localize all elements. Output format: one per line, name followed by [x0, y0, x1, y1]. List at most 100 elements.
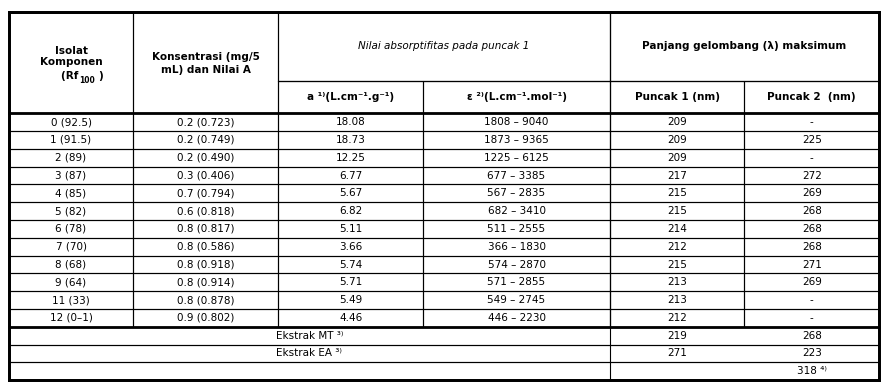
Text: 1225 – 6125: 1225 – 6125 — [484, 153, 549, 163]
Bar — [610, 238, 744, 256]
Bar — [9, 220, 133, 238]
Bar — [133, 238, 278, 256]
Text: -: - — [810, 313, 813, 323]
Bar — [744, 113, 879, 131]
Bar — [133, 291, 278, 309]
Text: mL) dan Nilai A: mL) dan Nilai A — [161, 65, 250, 75]
Text: 1808 – 9040: 1808 – 9040 — [484, 117, 549, 127]
Bar — [610, 291, 744, 309]
Text: 7 (70): 7 (70) — [56, 242, 86, 252]
Bar — [424, 291, 610, 309]
Text: 272: 272 — [802, 170, 821, 180]
Bar — [133, 131, 278, 149]
Bar — [9, 327, 879, 344]
Text: Puncak 2  (nm): Puncak 2 (nm) — [767, 92, 856, 102]
Text: 0.8 (0.878): 0.8 (0.878) — [177, 295, 234, 305]
Text: 5.71: 5.71 — [339, 277, 362, 287]
Text: Konsentrasi (mg/5: Konsentrasi (mg/5 — [152, 51, 259, 62]
Bar — [278, 273, 424, 291]
Text: a ¹⁾(L.cm⁻¹.g⁻¹): a ¹⁾(L.cm⁻¹.g⁻¹) — [307, 92, 394, 102]
Text: 0.2 (0.749): 0.2 (0.749) — [177, 135, 234, 145]
Bar — [424, 131, 610, 149]
Text: 4 (85): 4 (85) — [55, 188, 87, 199]
Bar — [744, 149, 879, 167]
Bar — [278, 149, 424, 167]
Text: 209: 209 — [667, 135, 687, 145]
Text: Isolat: Isolat — [54, 46, 88, 56]
Bar — [424, 256, 610, 273]
Bar — [744, 309, 879, 327]
Bar — [610, 220, 744, 238]
Text: 12.25: 12.25 — [336, 153, 366, 163]
Text: 574 – 2870: 574 – 2870 — [488, 260, 545, 270]
Text: 0.8 (0.817): 0.8 (0.817) — [177, 224, 234, 234]
Text: 214: 214 — [667, 224, 687, 234]
Text: 0.9 (0.802): 0.9 (0.802) — [177, 313, 234, 323]
Bar — [424, 273, 610, 291]
Text: 213: 213 — [667, 295, 687, 305]
Bar — [9, 291, 133, 309]
Text: 100: 100 — [79, 76, 95, 84]
Bar — [610, 113, 744, 131]
Bar — [133, 309, 278, 327]
Bar — [610, 149, 744, 167]
Text: 0.3 (0.406): 0.3 (0.406) — [177, 170, 234, 180]
Text: 8 (68): 8 (68) — [55, 260, 87, 270]
Bar — [424, 220, 610, 238]
Bar — [9, 309, 133, 327]
Bar — [9, 149, 133, 167]
Text: 567 – 2835: 567 – 2835 — [488, 188, 545, 199]
Bar — [610, 256, 744, 273]
Bar — [610, 202, 744, 220]
Text: 549 – 2745: 549 – 2745 — [488, 295, 545, 305]
Bar — [133, 220, 278, 238]
Text: 11 (33): 11 (33) — [52, 295, 90, 305]
Text: 215: 215 — [667, 260, 687, 270]
Text: 5.74: 5.74 — [339, 260, 362, 270]
Bar — [424, 309, 610, 327]
Text: 511 – 2555: 511 – 2555 — [488, 224, 545, 234]
Text: 677 – 3385: 677 – 3385 — [488, 170, 545, 180]
Text: 0.8 (0.914): 0.8 (0.914) — [177, 277, 234, 287]
Text: 3 (87): 3 (87) — [55, 170, 87, 180]
Text: Komponen: Komponen — [40, 57, 102, 68]
Bar — [278, 184, 424, 202]
Text: Nilai absorptifitas pada puncak 1: Nilai absorptifitas pada puncak 1 — [359, 41, 529, 51]
Text: 6.82: 6.82 — [339, 206, 362, 216]
Bar — [278, 220, 424, 238]
Text: 5.49: 5.49 — [339, 295, 362, 305]
Bar — [9, 184, 133, 202]
Bar — [278, 113, 424, 131]
Bar — [610, 131, 744, 149]
Bar — [133, 167, 278, 184]
Bar — [9, 167, 133, 184]
Text: 0.2 (0.490): 0.2 (0.490) — [177, 153, 234, 163]
Bar — [133, 256, 278, 273]
Text: 212: 212 — [667, 313, 687, 323]
Text: 446 – 2230: 446 – 2230 — [488, 313, 545, 323]
Text: -: - — [810, 153, 813, 163]
Bar — [278, 238, 424, 256]
Bar — [133, 113, 278, 131]
Text: 268: 268 — [802, 242, 821, 252]
Bar — [9, 344, 879, 362]
Text: 6 (78): 6 (78) — [55, 224, 87, 234]
Text: 215: 215 — [667, 188, 687, 199]
Bar — [744, 202, 879, 220]
Text: 213: 213 — [667, 277, 687, 287]
Bar — [133, 149, 278, 167]
Bar — [744, 291, 879, 309]
Text: ε ²⁾(L.cm⁻¹.mol⁻¹): ε ²⁾(L.cm⁻¹.mol⁻¹) — [466, 92, 567, 102]
Text: Ekstrak EA ³⁾: Ekstrak EA ³⁾ — [276, 348, 342, 359]
Bar — [133, 184, 278, 202]
Text: 225: 225 — [802, 135, 821, 145]
Bar — [744, 81, 879, 113]
Text: 5.67: 5.67 — [339, 188, 362, 199]
Bar — [278, 309, 424, 327]
Text: 209: 209 — [667, 117, 687, 127]
Bar — [9, 273, 133, 291]
Text: 268: 268 — [802, 206, 821, 216]
Text: 271: 271 — [667, 348, 687, 359]
Bar — [744, 273, 879, 291]
Text: -: - — [810, 117, 813, 127]
